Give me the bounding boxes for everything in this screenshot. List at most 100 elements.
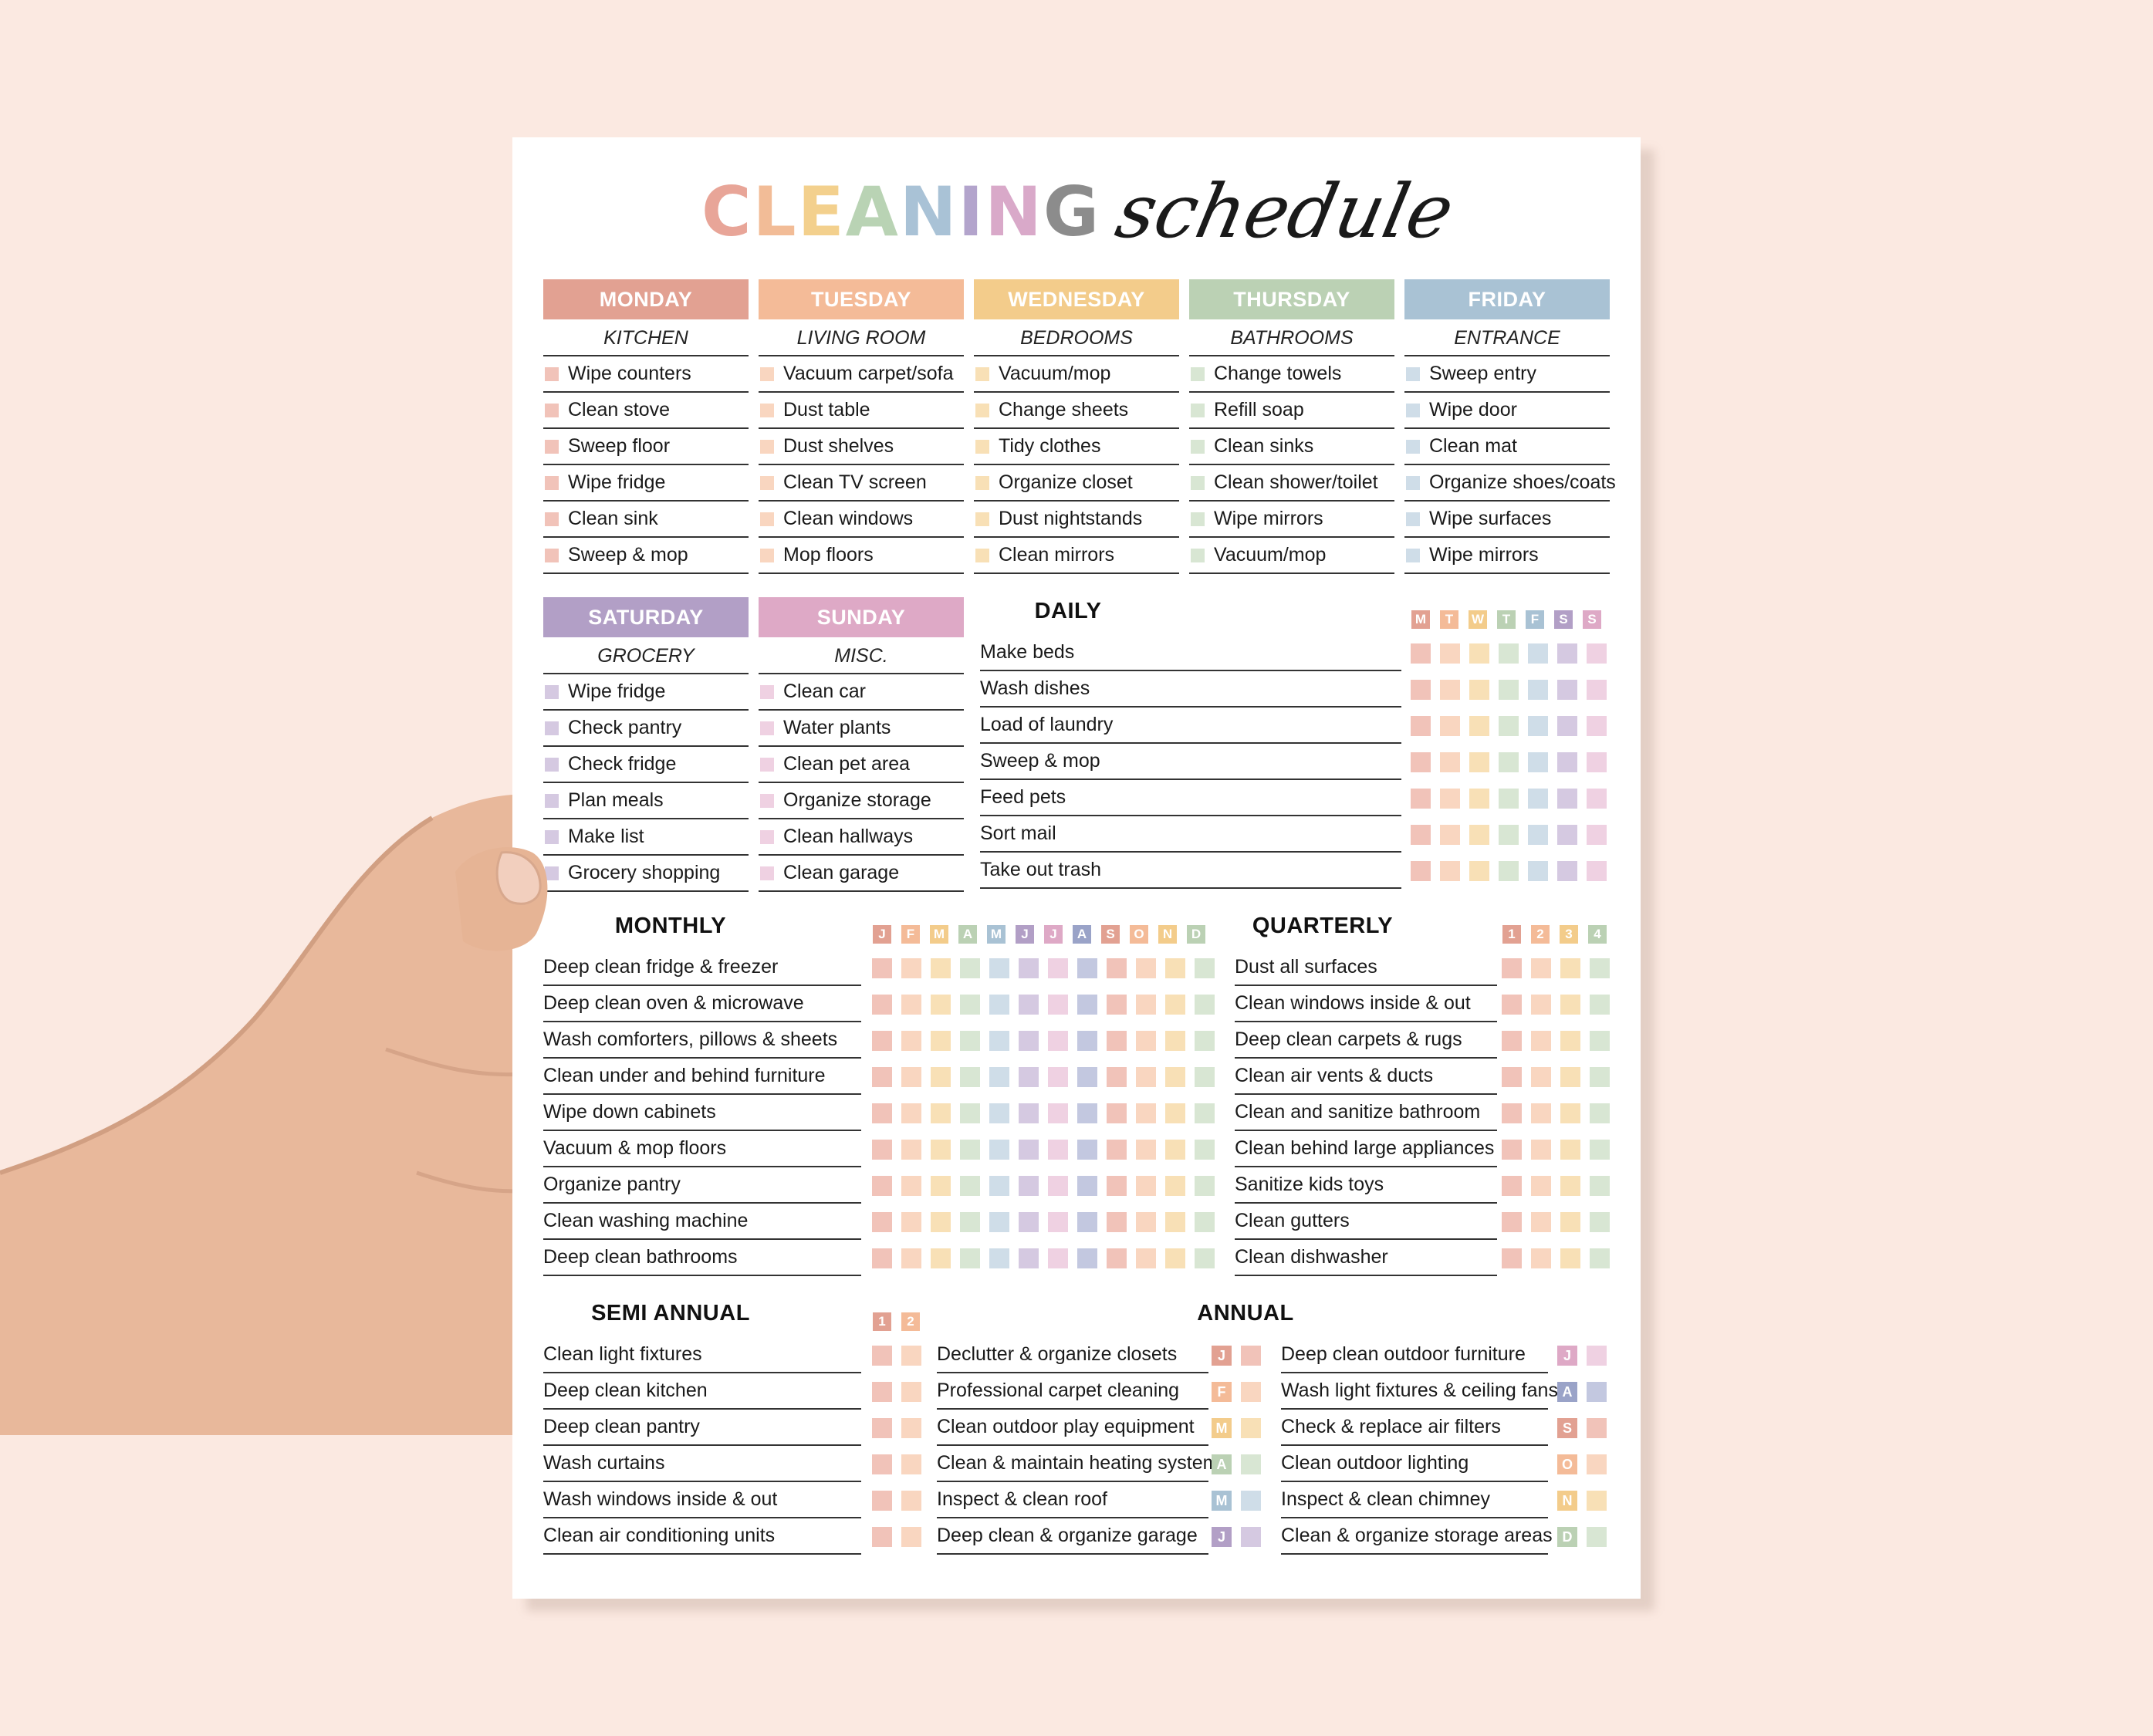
grid-checkbox[interactable]	[1077, 1139, 1097, 1160]
grid-checkbox[interactable]	[1440, 788, 1460, 809]
task-checkbox[interactable]	[975, 475, 989, 490]
grid-checkbox[interactable]	[872, 1345, 892, 1366]
grid-checkbox[interactable]	[1195, 1211, 1215, 1232]
grid-checkbox[interactable]	[872, 1030, 892, 1051]
grid-checkbox[interactable]	[1531, 1175, 1551, 1196]
grid-checkbox[interactable]	[1048, 1175, 1068, 1196]
grid-checkbox[interactable]	[1019, 1103, 1039, 1123]
grid-checkbox[interactable]	[1048, 994, 1068, 1015]
grid-checkbox[interactable]	[931, 1066, 951, 1087]
grid-checkbox[interactable]	[1531, 1030, 1551, 1051]
grid-checkbox[interactable]	[1587, 1345, 1607, 1366]
grid-checkbox[interactable]	[1560, 958, 1580, 978]
grid-checkbox[interactable]	[931, 1139, 951, 1160]
grid-checkbox[interactable]	[960, 1175, 980, 1196]
grid-checkbox[interactable]	[1136, 958, 1156, 978]
grid-checkbox[interactable]	[901, 1030, 921, 1051]
grid-checkbox[interactable]	[989, 1103, 1009, 1123]
grid-checkbox[interactable]	[901, 1175, 921, 1196]
grid-checkbox[interactable]	[931, 1103, 951, 1123]
task-checkbox[interactable]	[1191, 512, 1205, 526]
grid-checkbox[interactable]	[1411, 751, 1431, 772]
grid-checkbox[interactable]	[1531, 1211, 1551, 1232]
grid-checkbox[interactable]	[872, 1139, 892, 1160]
grid-checkbox[interactable]	[872, 1211, 892, 1232]
grid-checkbox[interactable]	[989, 1030, 1009, 1051]
grid-checkbox[interactable]	[1440, 679, 1460, 700]
task-checkbox[interactable]	[545, 829, 559, 844]
task-checkbox[interactable]	[545, 512, 559, 526]
grid-checkbox[interactable]	[1528, 788, 1548, 809]
grid-checkbox[interactable]	[960, 1211, 980, 1232]
grid-checkbox[interactable]	[1165, 1248, 1185, 1268]
grid-checkbox[interactable]	[1499, 643, 1519, 664]
grid-checkbox[interactable]	[1077, 1175, 1097, 1196]
grid-checkbox[interactable]	[1195, 1175, 1215, 1196]
grid-checkbox[interactable]	[1502, 1066, 1522, 1087]
grid-checkbox[interactable]	[960, 1103, 980, 1123]
grid-checkbox[interactable]	[1107, 994, 1127, 1015]
task-checkbox[interactable]	[1191, 439, 1205, 454]
task-checkbox[interactable]	[975, 439, 989, 454]
task-checkbox[interactable]	[760, 403, 774, 417]
grid-checkbox[interactable]	[1165, 1066, 1185, 1087]
grid-checkbox[interactable]	[1528, 715, 1548, 736]
grid-checkbox[interactable]	[872, 1248, 892, 1268]
grid-checkbox[interactable]	[1077, 1066, 1097, 1087]
grid-checkbox[interactable]	[989, 1248, 1009, 1268]
grid-checkbox[interactable]	[1136, 994, 1156, 1015]
task-checkbox[interactable]	[975, 548, 989, 562]
grid-checkbox[interactable]	[1502, 1175, 1522, 1196]
grid-checkbox[interactable]	[1019, 958, 1039, 978]
grid-checkbox[interactable]	[901, 1526, 921, 1547]
grid-checkbox[interactable]	[1241, 1454, 1261, 1474]
grid-checkbox[interactable]	[1587, 1490, 1607, 1511]
task-checkbox[interactable]	[1406, 512, 1420, 526]
grid-checkbox[interactable]	[1440, 643, 1460, 664]
grid-checkbox[interactable]	[1048, 958, 1068, 978]
grid-checkbox[interactable]	[1528, 643, 1548, 664]
grid-checkbox[interactable]	[872, 994, 892, 1015]
grid-checkbox[interactable]	[1195, 1103, 1215, 1123]
grid-checkbox[interactable]	[1077, 1248, 1097, 1268]
grid-checkbox[interactable]	[1077, 1030, 1097, 1051]
grid-checkbox[interactable]	[1502, 1103, 1522, 1123]
task-checkbox[interactable]	[760, 829, 774, 844]
grid-checkbox[interactable]	[1107, 1211, 1127, 1232]
task-checkbox[interactable]	[760, 475, 774, 490]
grid-checkbox[interactable]	[1107, 958, 1127, 978]
grid-checkbox[interactable]	[1107, 1175, 1127, 1196]
grid-checkbox[interactable]	[901, 1211, 921, 1232]
task-checkbox[interactable]	[1406, 475, 1420, 490]
task-checkbox[interactable]	[545, 757, 559, 772]
task-checkbox[interactable]	[1191, 475, 1205, 490]
grid-checkbox[interactable]	[989, 1139, 1009, 1160]
grid-checkbox[interactable]	[1560, 1030, 1580, 1051]
grid-checkbox[interactable]	[1019, 994, 1039, 1015]
grid-checkbox[interactable]	[872, 958, 892, 978]
grid-checkbox[interactable]	[960, 1139, 980, 1160]
grid-checkbox[interactable]	[1560, 1066, 1580, 1087]
grid-checkbox[interactable]	[1502, 958, 1522, 978]
task-checkbox[interactable]	[1191, 366, 1205, 381]
task-checkbox[interactable]	[1406, 548, 1420, 562]
grid-checkbox[interactable]	[901, 1139, 921, 1160]
task-checkbox[interactable]	[760, 439, 774, 454]
grid-checkbox[interactable]	[1531, 1066, 1551, 1087]
task-checkbox[interactable]	[1406, 366, 1420, 381]
grid-checkbox[interactable]	[1557, 788, 1577, 809]
grid-checkbox[interactable]	[1557, 860, 1577, 881]
grid-checkbox[interactable]	[901, 1103, 921, 1123]
grid-checkbox[interactable]	[901, 994, 921, 1015]
grid-checkbox[interactable]	[1499, 751, 1519, 772]
grid-checkbox[interactable]	[1528, 679, 1548, 700]
grid-checkbox[interactable]	[1590, 1248, 1610, 1268]
grid-checkbox[interactable]	[1136, 1211, 1156, 1232]
grid-checkbox[interactable]	[1587, 824, 1607, 845]
grid-checkbox[interactable]	[1587, 1526, 1607, 1547]
grid-checkbox[interactable]	[1136, 1103, 1156, 1123]
grid-checkbox[interactable]	[1587, 1381, 1607, 1402]
task-checkbox[interactable]	[545, 866, 559, 880]
grid-checkbox[interactable]	[1502, 1248, 1522, 1268]
grid-checkbox[interactable]	[1165, 994, 1185, 1015]
